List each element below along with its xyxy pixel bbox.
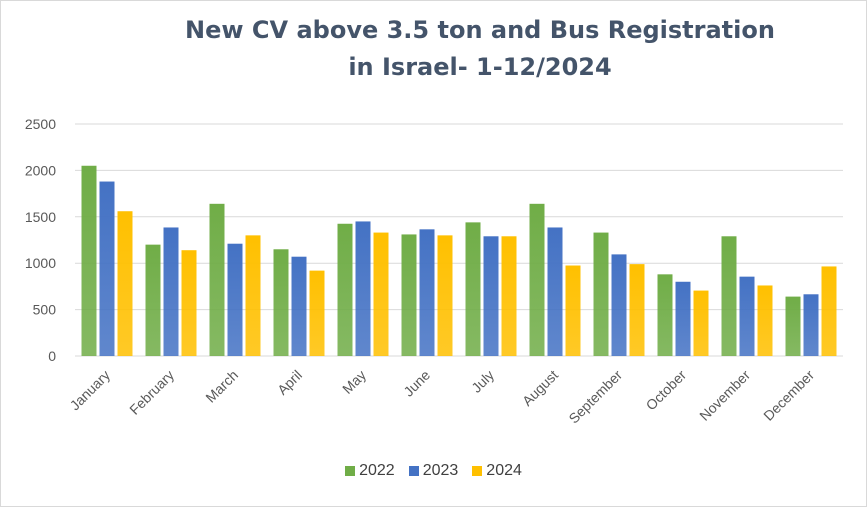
x-tick-label: April [274, 367, 305, 398]
x-tick-label: December [760, 367, 817, 424]
bar-2023-september [611, 254, 627, 356]
bar-2023-october [675, 281, 691, 356]
bar-2024-april [309, 270, 325, 356]
legend-label: 2023 [422, 462, 459, 479]
legend-label: 2024 [486, 462, 522, 479]
bar-2022-march [209, 203, 225, 356]
bar-2024-october [693, 290, 709, 356]
bar-2024-january [117, 211, 133, 356]
bar-2024-november [757, 285, 773, 356]
y-tick-label: 2500 [25, 116, 56, 132]
bar-2024-august [565, 265, 581, 356]
legend-swatch [345, 466, 356, 476]
x-tick-label: September [565, 367, 625, 427]
bar-2022-february [145, 244, 161, 356]
x-tick-label: October [643, 367, 690, 414]
y-tick-label: 0 [48, 348, 56, 364]
bar-2024-july [501, 236, 517, 356]
legend-item-2023: 2023 [408, 462, 459, 480]
legend-swatch [472, 466, 483, 476]
legend-item-2022: 2022 [345, 462, 395, 480]
bar-2024-march [245, 235, 261, 356]
chart-title: New CV above 3.5 ton and Bus Registratio… [80, 12, 867, 86]
bar-2022-january [81, 165, 97, 356]
legend-item-2024: 2024 [472, 462, 522, 480]
x-tick-label: February [126, 367, 177, 418]
bar-2022-july [465, 222, 481, 356]
legend-label: 2022 [359, 462, 395, 479]
bar-2023-december [803, 294, 819, 356]
bar-chart: 0 500 1000 1500 2000 2500 January February March… [25, 116, 843, 427]
bar-2022-september [593, 232, 609, 356]
x-tick-label: January [67, 367, 114, 414]
chart-title-line-2: in Israel- 1-12/2024 [348, 53, 612, 81]
bar-2022-december [785, 296, 801, 356]
bar-2024-june [437, 235, 453, 356]
y-tick-label: 2000 [25, 162, 56, 178]
bar-2023-may [355, 221, 371, 356]
x-tick-label: November [696, 367, 753, 424]
legend-swatch [408, 466, 419, 476]
bar-2023-april [291, 256, 307, 356]
y-tick-label: 1500 [25, 209, 56, 225]
bar-2023-january [99, 181, 115, 356]
bar-2023-july [483, 236, 499, 356]
bar-2023-june [419, 229, 435, 356]
chart-title-line-1: New CV above 3.5 ton and Bus Registratio… [185, 16, 775, 44]
y-tick-label: 1000 [25, 255, 56, 271]
x-tick-label: July [468, 367, 497, 396]
bar-2024-may [373, 232, 389, 356]
bar-2022-may [337, 223, 353, 356]
x-tick-label: March [202, 367, 241, 406]
bar-2022-august [529, 203, 545, 356]
bar-2024-february [181, 250, 197, 356]
bar-2023-february [163, 227, 179, 356]
bar-2022-november [721, 236, 737, 356]
bar-2024-december [821, 266, 837, 356]
x-tick-label: August [519, 367, 561, 409]
bar-2023-august [547, 227, 563, 356]
bar-2022-october [657, 274, 673, 356]
y-tick-label: 500 [33, 302, 57, 318]
bar-2022-april [273, 249, 289, 356]
x-tick-label: June [400, 367, 433, 400]
bar-2022-june [401, 234, 417, 356]
bar-2023-march [227, 243, 243, 356]
chart-legend: 2022 2023 2024 [0, 462, 867, 480]
bar-2023-november [739, 276, 755, 356]
x-tick-label: May [339, 367, 369, 397]
bar-2024-september [629, 264, 645, 356]
